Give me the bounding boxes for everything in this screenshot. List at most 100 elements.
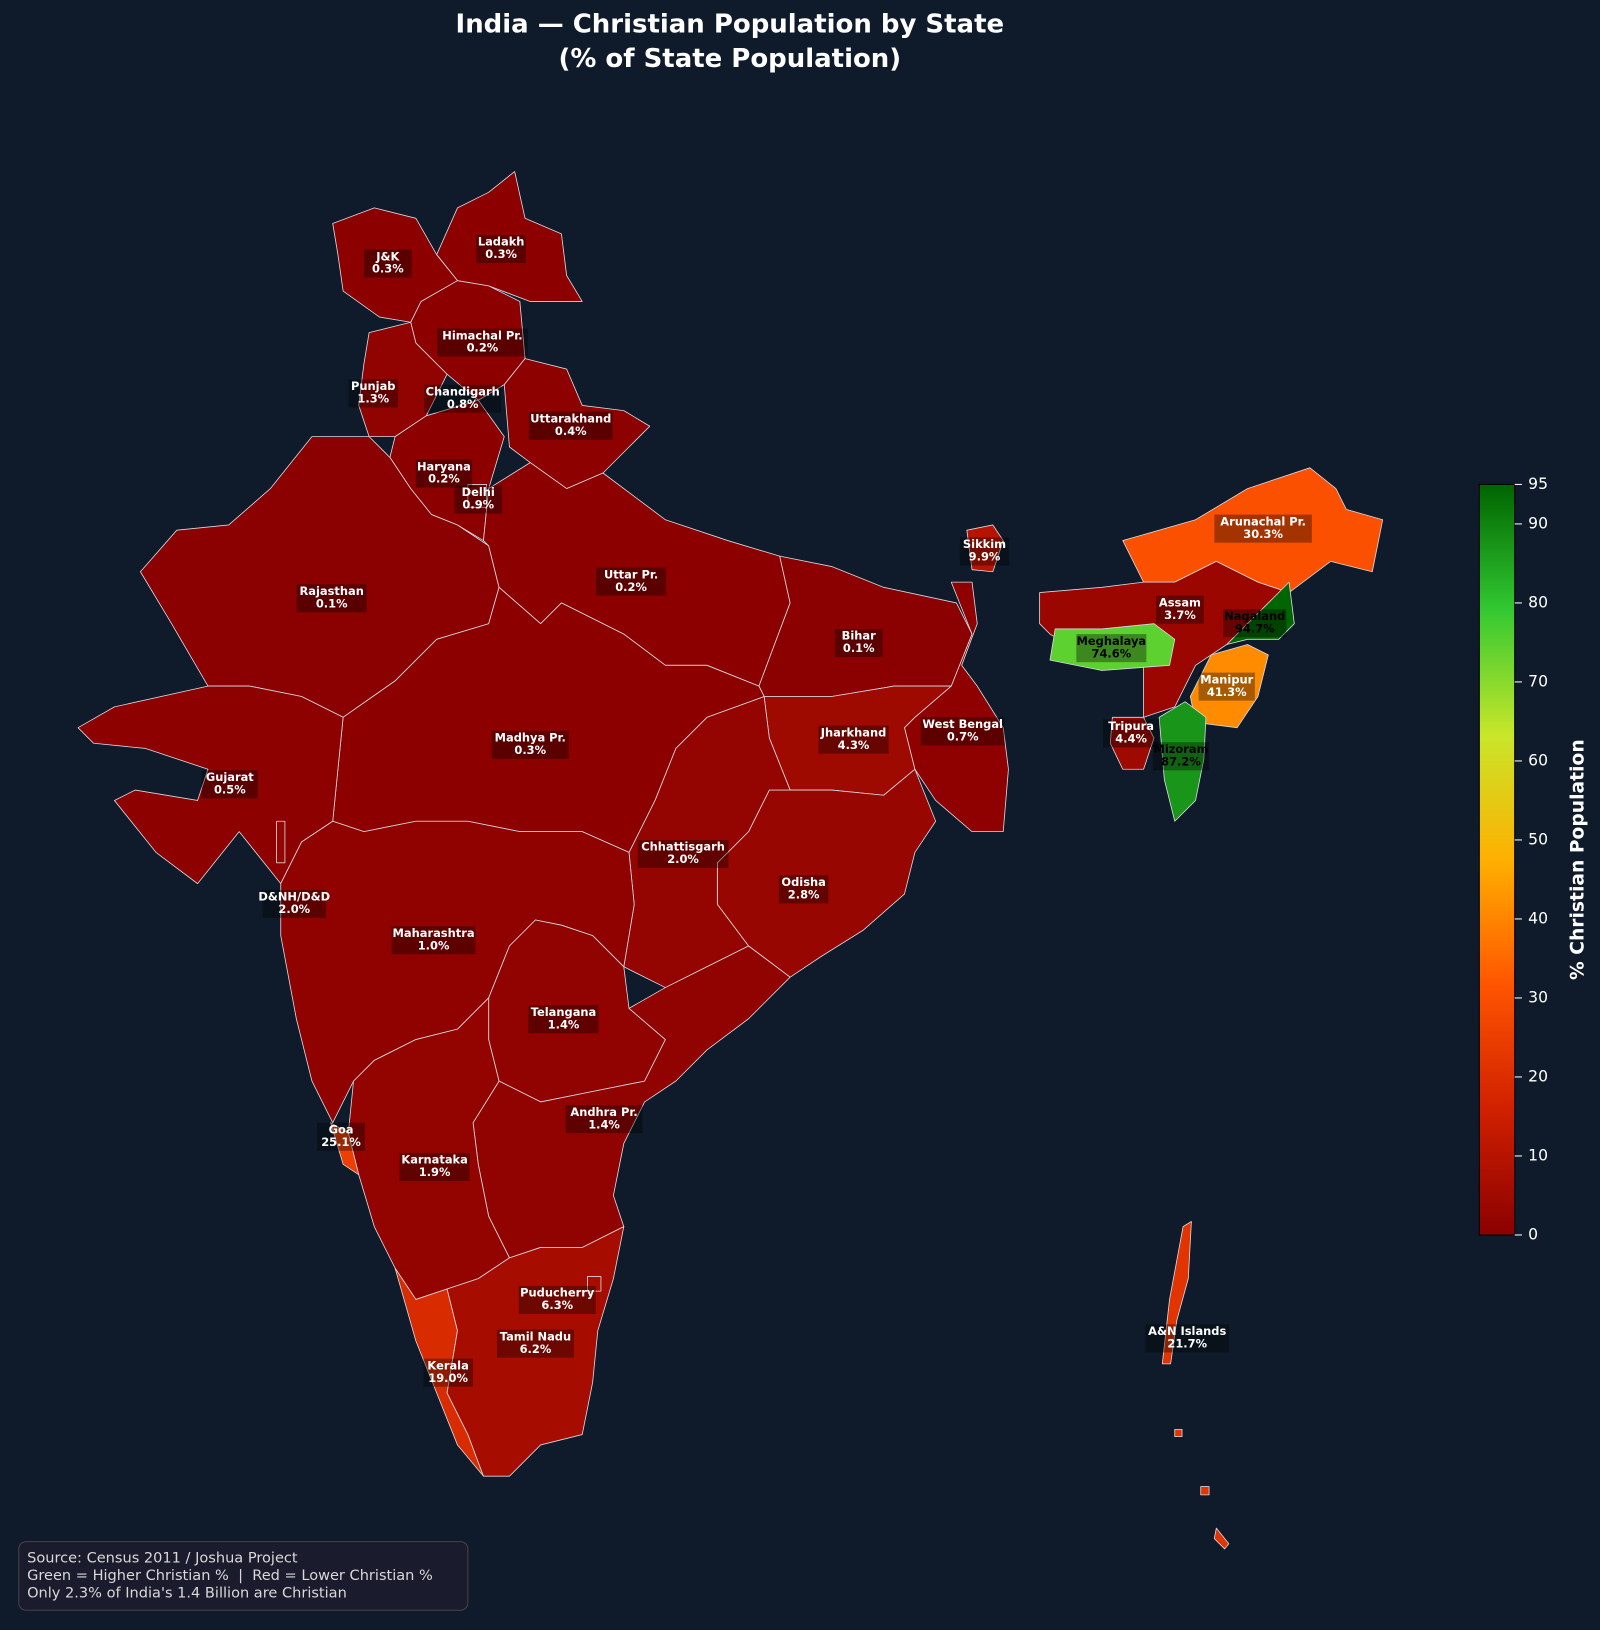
state-region	[1161, 1221, 1230, 1550]
label-box	[528, 411, 613, 440]
state-name: Mizoram	[1153, 742, 1208, 756]
state-name: Arunachal Pr.	[1220, 514, 1306, 528]
chart-title: India — Christian Population by State	[456, 9, 1005, 39]
label-box	[363, 249, 412, 278]
state-region	[446, 1226, 625, 1477]
colorbar-tick-label: 80	[1528, 593, 1548, 611]
state-value-label: 0.3%	[372, 262, 404, 276]
label-box	[1214, 514, 1312, 543]
state-value-label: 2.0%	[278, 902, 310, 916]
label-box	[1145, 1324, 1230, 1353]
state-value-label: 0.3%	[485, 247, 517, 261]
state-name: Assam	[1159, 595, 1201, 609]
state-name: Telangana	[531, 1005, 597, 1019]
state-region	[1226, 581, 1295, 645]
state-value-label: 0.7%	[947, 730, 979, 744]
state-value-label: 0.8%	[447, 397, 479, 411]
state-value-label: 0.2%	[467, 341, 499, 355]
label-box	[1156, 595, 1204, 624]
state-name: Kerala	[427, 1358, 468, 1372]
state-value-label: 30.3%	[1243, 527, 1283, 541]
note-line: Green = Higher Christian % | Red = Lower…	[27, 1567, 433, 1584]
state-value-label: 4.3%	[838, 738, 870, 752]
state-value-label: 6.3%	[541, 1298, 573, 1312]
state-value-label: 0.4%	[555, 424, 587, 438]
state-region	[1189, 644, 1269, 729]
state-name: Uttarakhand	[530, 411, 611, 425]
state-value-label: 0.2%	[428, 472, 460, 486]
colorbar-tick-label: 95	[1528, 475, 1548, 493]
state-value-label: 94.7%	[1235, 621, 1275, 635]
colorbar-tick-label: 10	[1528, 1146, 1548, 1164]
label-box	[415, 459, 473, 488]
state-name: Puducherry	[520, 1286, 595, 1300]
state-value-label: 0.3%	[514, 743, 546, 757]
source-box	[18, 1541, 469, 1611]
label-box	[201, 770, 258, 799]
state-name: Andhra Pr.	[570, 1105, 637, 1119]
state-value-label: 25.1%	[321, 1135, 361, 1149]
state-name: Delhi	[462, 485, 495, 499]
state-value-label: 1.0%	[418, 938, 450, 952]
state-region	[1109, 716, 1155, 770]
state-name: Tripura	[1108, 719, 1154, 733]
state-name: Nagaland	[1224, 609, 1285, 623]
state-name: Rajasthan	[300, 584, 364, 598]
colorbar-tick-label: 40	[1528, 909, 1548, 927]
state-name: D&NH/D&D	[258, 890, 330, 904]
state-name: Manipur	[1200, 672, 1253, 686]
state-value-label: 19.0%	[428, 1371, 468, 1385]
state-value-label: 74.6%	[1092, 646, 1132, 660]
colorbar-tick-label: 70	[1528, 672, 1548, 690]
state-region	[276, 820, 286, 864]
state-value-label: 3.7%	[1164, 608, 1196, 622]
state-value-label: 1.9%	[419, 1165, 451, 1179]
colorbar-label: % Christian Population	[1568, 739, 1589, 980]
colorbar-tick-label: 0	[1528, 1225, 1538, 1243]
state-name: Haryana	[417, 459, 471, 473]
state-name: Himachal Pr.	[442, 328, 522, 342]
state-name: West Bengal	[922, 717, 1003, 731]
state-name: J&K	[375, 249, 400, 263]
state-value-label: 1.4%	[548, 1017, 580, 1031]
colorbar-tick-label: 50	[1528, 830, 1548, 848]
state-name: Meghalaya	[1077, 634, 1147, 648]
notes: Source: Census 2011 / Joshua ProjectGree…	[27, 1549, 433, 1601]
label-box	[1152, 742, 1210, 771]
state-name: Ladakh	[478, 235, 525, 249]
state-value-label: 87.2%	[1161, 754, 1201, 768]
state-value-label: 41.3%	[1207, 685, 1247, 699]
label-box	[818, 725, 889, 754]
label-box	[496, 1329, 574, 1358]
colorbar	[1478, 483, 1516, 1236]
state-region	[347, 997, 510, 1300]
label-box	[399, 1152, 470, 1181]
label-box	[1223, 609, 1287, 638]
state-name: Maharashtra	[393, 926, 475, 940]
label-box	[491, 730, 569, 759]
state-name: Tamil Nadu	[500, 1329, 571, 1343]
state-name: Chhattisgarh	[641, 840, 725, 854]
state-name: Punjab	[351, 379, 395, 393]
note-line: Source: Census 2011 / Joshua Project	[27, 1549, 298, 1566]
state-region	[330, 1122, 360, 1176]
state-name: Gujarat	[206, 770, 254, 784]
state-name: Uttar Pr.	[604, 567, 658, 581]
label-box	[596, 567, 667, 596]
state-value-label: 4.4%	[1115, 732, 1147, 746]
label-box	[1198, 672, 1255, 701]
state-name: Jharkhand	[820, 725, 886, 739]
regions	[77, 171, 1384, 1550]
label-box	[920, 717, 1005, 746]
colorbar-tick-label: 90	[1528, 514, 1548, 532]
label-box	[348, 379, 399, 408]
state-name: Madhya Pr.	[495, 731, 566, 745]
label-box	[424, 384, 502, 413]
state-value-label: 6.2%	[520, 1342, 552, 1356]
state-name: Chandigarh	[426, 384, 500, 398]
state-region	[503, 358, 651, 489]
state-name: Goa	[329, 1122, 354, 1136]
label-box	[565, 1105, 643, 1134]
